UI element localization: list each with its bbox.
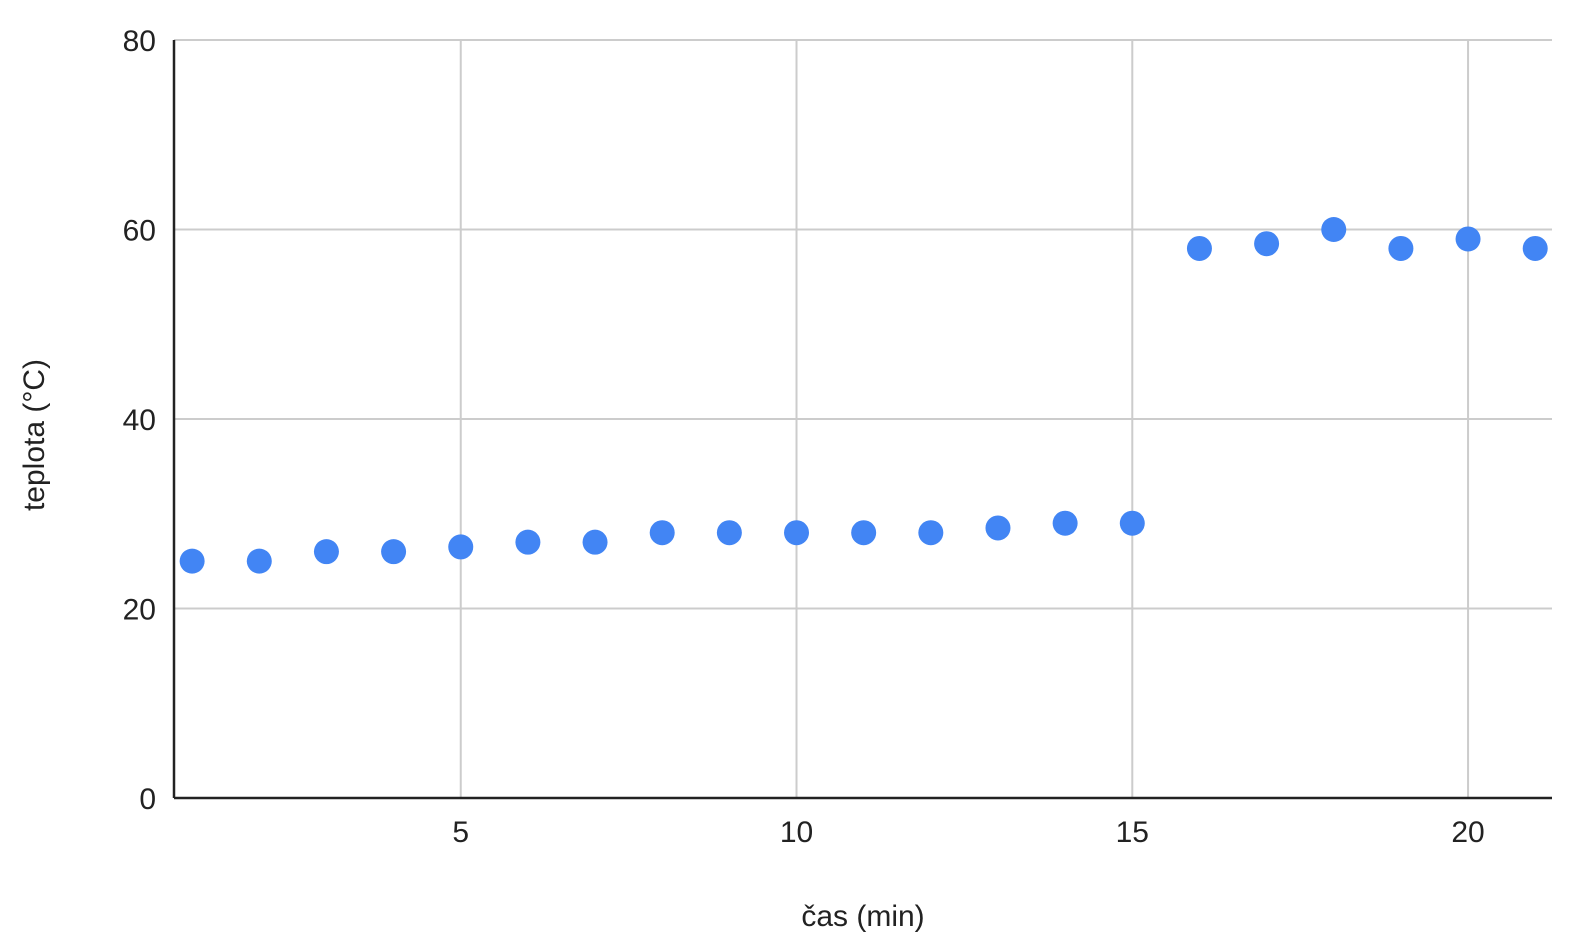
data-point: [649, 520, 675, 546]
y-axis-title: teplota (°C): [18, 359, 51, 511]
data-point: [1052, 510, 1078, 536]
data-point: [381, 539, 407, 565]
x-tick-label: 15: [1116, 816, 1149, 849]
data-points: [179, 217, 1548, 574]
x-axis-title: čas (min): [801, 900, 924, 933]
data-point: [1522, 235, 1548, 261]
y-axis-ticks: 0 20 40 60 80: [123, 25, 156, 816]
grid: [174, 39, 1552, 798]
data-point: [1119, 510, 1145, 536]
axes: [172, 40, 1552, 800]
x-tick-label: 10: [780, 816, 813, 849]
data-point: [1321, 217, 1347, 242]
x-tick-label: 5: [452, 816, 469, 849]
y-tick-label: 40: [123, 404, 156, 437]
data-point: [582, 529, 608, 555]
data-point: [313, 539, 339, 565]
data-point: [246, 548, 272, 574]
data-point: [1388, 235, 1414, 261]
data-point: [1455, 226, 1481, 252]
data-point: [851, 520, 877, 546]
y-tick-label: 60: [123, 215, 156, 248]
data-point: [784, 520, 810, 546]
y-tick-label: 20: [123, 594, 156, 627]
y-tick-label: 80: [123, 25, 156, 58]
data-point: [1186, 235, 1212, 261]
data-point: [985, 515, 1011, 541]
x-tick-label: 20: [1451, 816, 1484, 849]
x-axis-ticks: 5 10 15 20: [452, 816, 1484, 849]
data-point: [716, 520, 742, 546]
data-point: [448, 534, 474, 560]
y-tick-label: 0: [139, 783, 156, 816]
data-point: [1254, 231, 1280, 257]
data-point: [515, 529, 541, 555]
data-point: [179, 548, 205, 574]
data-point: [918, 520, 944, 546]
